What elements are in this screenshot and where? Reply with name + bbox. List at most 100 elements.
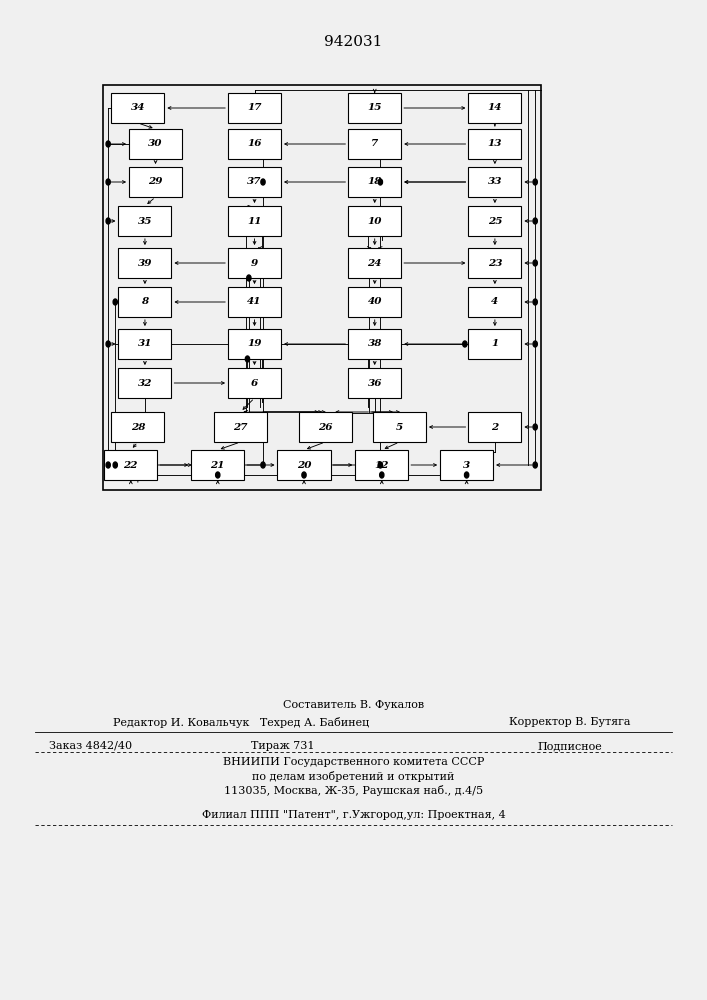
Text: 17: 17: [247, 104, 262, 112]
Text: 14: 14: [488, 104, 502, 112]
Circle shape: [533, 462, 537, 468]
Text: 33: 33: [488, 178, 502, 186]
Text: 12: 12: [375, 460, 389, 470]
Text: Тираж 731: Тираж 731: [251, 741, 315, 751]
Text: 26: 26: [318, 422, 332, 432]
Text: 30: 30: [148, 139, 163, 148]
Circle shape: [106, 462, 110, 468]
Circle shape: [462, 341, 467, 347]
Text: Заказ 4842/40: Заказ 4842/40: [49, 741, 133, 751]
Bar: [468, 248, 521, 278]
Circle shape: [113, 299, 117, 305]
Bar: [277, 450, 330, 480]
Bar: [468, 412, 521, 442]
Circle shape: [302, 472, 306, 478]
Circle shape: [245, 356, 250, 362]
Bar: [118, 329, 171, 359]
Text: 3: 3: [463, 460, 470, 470]
Text: ВНИИПИ Государственного комитета СССР: ВНИИПИ Государственного комитета СССР: [223, 757, 484, 767]
Text: 29: 29: [148, 178, 163, 186]
Text: 5: 5: [396, 422, 403, 432]
Bar: [468, 206, 521, 236]
Bar: [468, 287, 521, 317]
Bar: [298, 412, 351, 442]
Circle shape: [464, 472, 469, 478]
Text: 113035, Москва, Ж-35, Раушская наб., д.4/5: 113035, Москва, Ж-35, Раушская наб., д.4…: [224, 784, 483, 796]
Bar: [348, 368, 402, 398]
Text: 9: 9: [251, 258, 258, 267]
Text: 15: 15: [368, 104, 382, 112]
Text: 40: 40: [368, 298, 382, 306]
Text: 39: 39: [138, 258, 152, 267]
Text: 24: 24: [368, 258, 382, 267]
Bar: [228, 167, 281, 197]
Bar: [118, 368, 171, 398]
Circle shape: [533, 299, 537, 305]
Text: Редактор И. Ковальчук   Техред А. Бабинец: Редактор И. Ковальчук Техред А. Бабинец: [113, 716, 369, 728]
Bar: [111, 93, 164, 123]
Circle shape: [533, 218, 537, 224]
Text: 34: 34: [131, 104, 145, 112]
Circle shape: [106, 141, 110, 147]
Text: по делам изобретений и открытий: по делам изобретений и открытий: [252, 770, 455, 782]
Bar: [214, 412, 267, 442]
Text: 22: 22: [124, 460, 138, 470]
Bar: [228, 129, 281, 159]
Text: 31: 31: [138, 340, 152, 349]
Text: 1: 1: [491, 340, 498, 349]
Bar: [355, 450, 409, 480]
Bar: [348, 206, 402, 236]
Bar: [105, 450, 157, 480]
Bar: [468, 167, 521, 197]
Bar: [348, 248, 402, 278]
Bar: [348, 167, 402, 197]
Text: 25: 25: [488, 217, 502, 226]
Bar: [118, 248, 171, 278]
Text: 2: 2: [491, 422, 498, 432]
Text: Составитель В. Фукалов: Составитель В. Фукалов: [283, 700, 424, 710]
Bar: [191, 450, 245, 480]
Circle shape: [261, 179, 265, 185]
Bar: [228, 287, 281, 317]
Bar: [468, 93, 521, 123]
Bar: [129, 129, 182, 159]
Text: 37: 37: [247, 178, 262, 186]
Bar: [348, 287, 402, 317]
Text: 35: 35: [138, 217, 152, 226]
Circle shape: [106, 341, 110, 347]
Text: 36: 36: [368, 378, 382, 387]
Circle shape: [247, 275, 251, 281]
Circle shape: [533, 341, 537, 347]
Text: 10: 10: [368, 217, 382, 226]
Text: 7: 7: [371, 139, 378, 148]
Bar: [111, 412, 164, 442]
Circle shape: [380, 472, 384, 478]
Circle shape: [378, 462, 382, 468]
Text: 21: 21: [211, 460, 225, 470]
Bar: [468, 329, 521, 359]
Bar: [228, 368, 281, 398]
Bar: [468, 129, 521, 159]
Circle shape: [261, 462, 265, 468]
Bar: [440, 450, 493, 480]
Text: 18: 18: [368, 178, 382, 186]
Bar: [373, 412, 426, 442]
Circle shape: [533, 424, 537, 430]
Circle shape: [378, 179, 382, 185]
Text: 4: 4: [491, 298, 498, 306]
Text: 28: 28: [131, 422, 145, 432]
Bar: [228, 248, 281, 278]
Text: 11: 11: [247, 217, 262, 226]
Text: Подписное: Подписное: [537, 741, 602, 751]
Bar: [348, 329, 402, 359]
Circle shape: [106, 179, 110, 185]
Circle shape: [533, 260, 537, 266]
Bar: [348, 93, 402, 123]
Text: 23: 23: [488, 258, 502, 267]
Text: 27: 27: [233, 422, 247, 432]
Text: 13: 13: [488, 139, 502, 148]
Bar: [228, 93, 281, 123]
Bar: [118, 287, 171, 317]
Text: 32: 32: [138, 378, 152, 387]
Bar: [348, 129, 402, 159]
